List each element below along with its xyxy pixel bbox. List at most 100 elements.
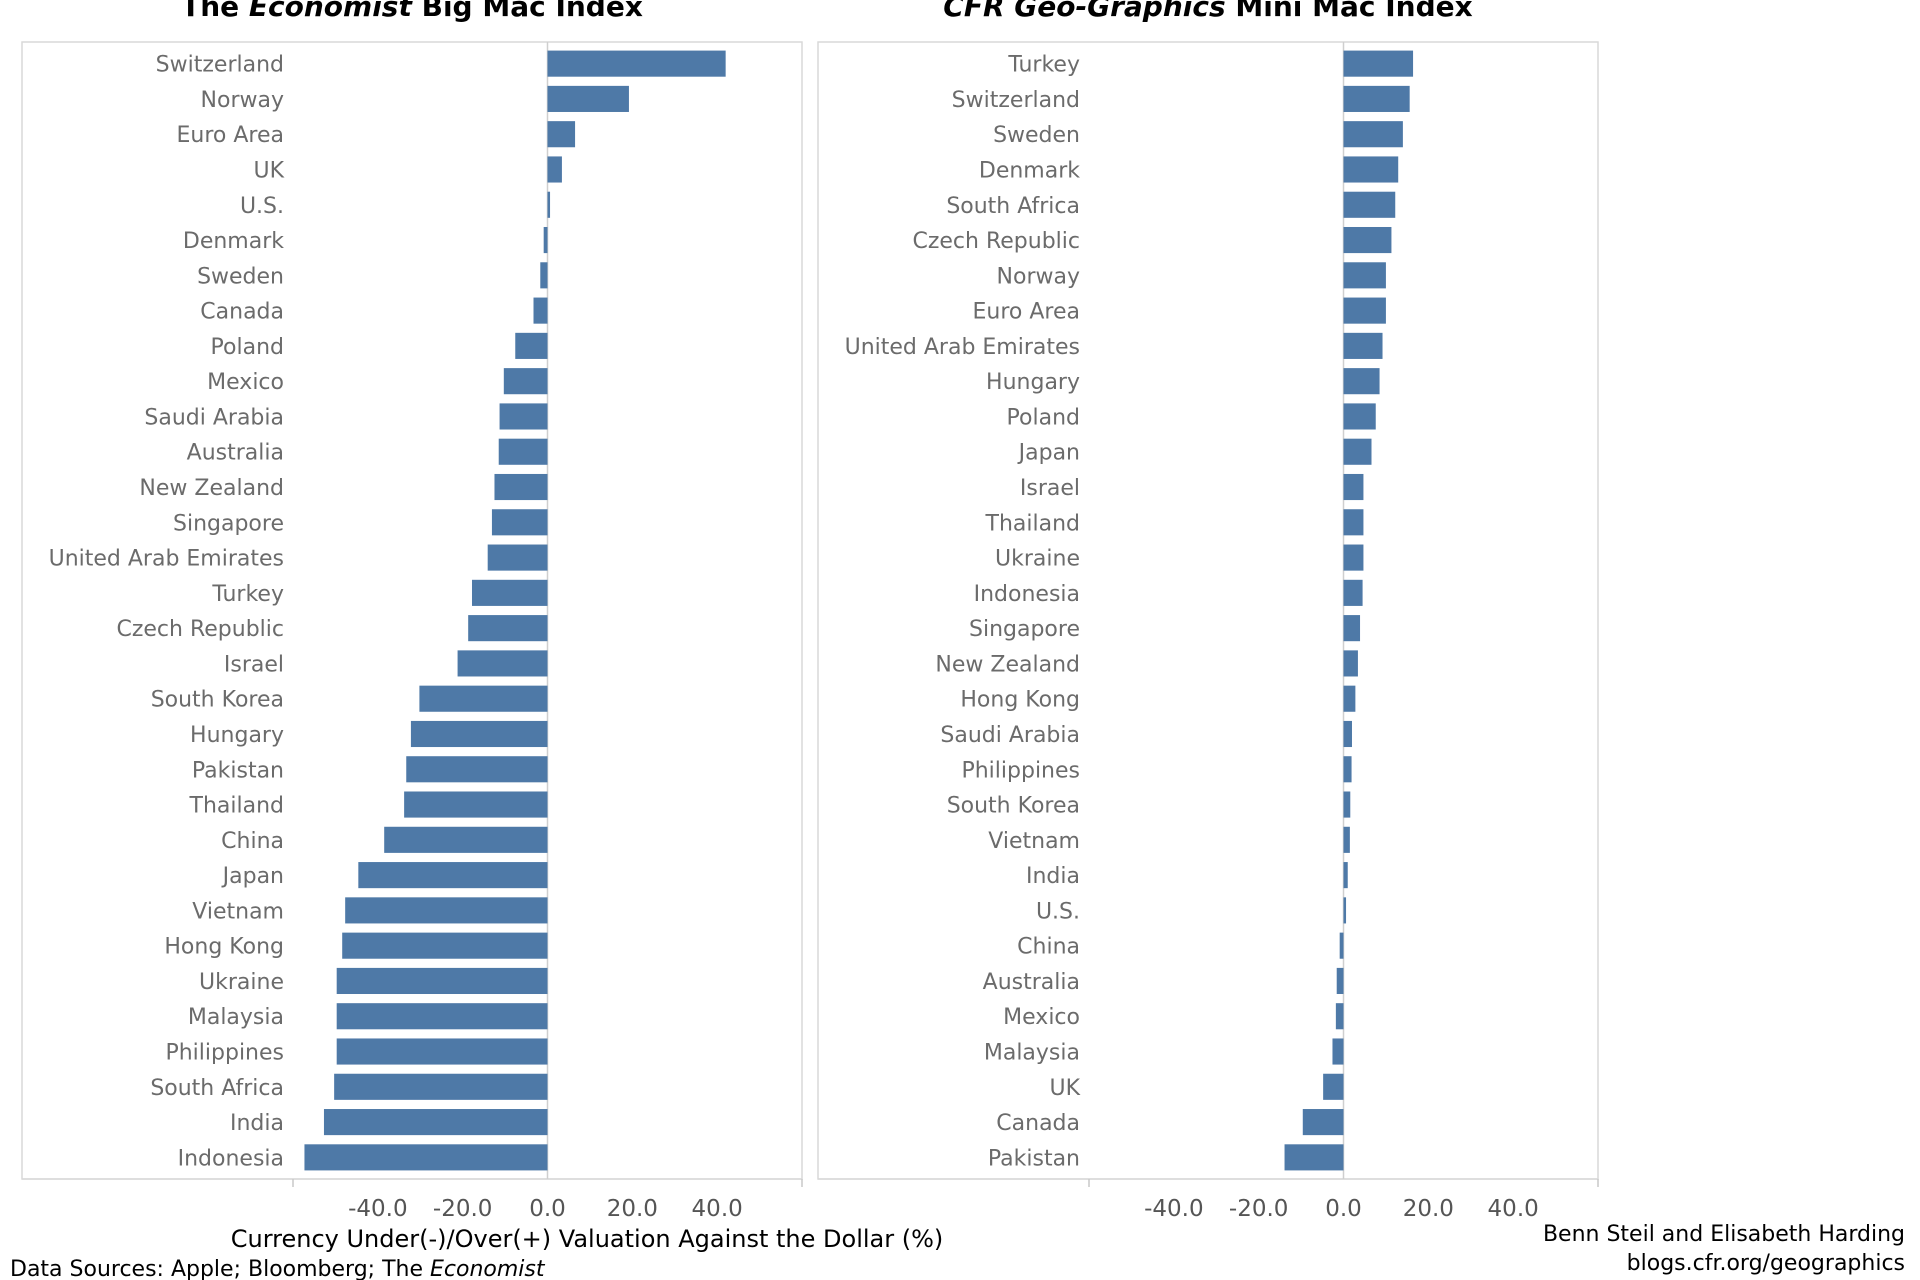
category-label: Denmark — [183, 229, 284, 254]
bar-mexico — [1335, 1003, 1344, 1030]
bar-canada — [1302, 1109, 1344, 1136]
category-label: South Africa — [946, 194, 1080, 219]
author-credit: Benn Steil and Elisabeth Harding — [1543, 1222, 1905, 1247]
category-label: Australia — [983, 970, 1080, 995]
category-label: Israel — [1020, 476, 1080, 501]
category-label: Mexico — [1003, 1005, 1080, 1030]
category-label: Singapore — [173, 511, 284, 536]
bar-poland — [1343, 403, 1376, 430]
category-label: China — [1017, 935, 1080, 960]
bar-u-s — [547, 191, 551, 218]
category-label: China — [221, 829, 284, 854]
category-label: Mexico — [207, 370, 284, 395]
category-label: Denmark — [979, 158, 1080, 183]
bar-new-zealand — [494, 473, 548, 501]
category-label: Poland — [211, 335, 284, 360]
tick-label: -20.0 — [433, 1196, 493, 1222]
tick-label: -40.0 — [1144, 1196, 1204, 1222]
category-label: Canada — [200, 300, 284, 325]
bar-euro-area — [547, 121, 576, 148]
bar-new-zealand — [1343, 650, 1358, 677]
tick-label: 20.0 — [607, 1196, 658, 1222]
bar-mexico — [503, 368, 548, 395]
bar-thailand — [1343, 509, 1364, 536]
bar-turkey — [1343, 50, 1414, 77]
bar-india — [323, 1109, 548, 1136]
panel-big-mac: The Economist Big Mac Index Switzerland N… — [21, 0, 944, 1253]
tick-label: 0.0 — [1325, 1196, 1362, 1222]
bar-philippines — [1343, 756, 1352, 783]
category-label: Indonesia — [178, 1146, 284, 1171]
bar-singapore — [491, 509, 548, 536]
category-label: Poland — [1007, 405, 1080, 430]
bar-israel — [1343, 473, 1364, 501]
category-label: United Arab Emirates — [49, 547, 284, 572]
category-label: Thailand — [189, 794, 284, 819]
category-label: Indonesia — [974, 582, 1080, 607]
bar-pakistan — [1284, 1144, 1344, 1171]
category-label: Ukraine — [995, 547, 1080, 572]
category-label: UK — [253, 158, 284, 183]
bar-denmark — [1343, 156, 1399, 183]
bar-israel — [457, 650, 548, 677]
bar-china — [384, 826, 548, 853]
bar-hong-kong — [342, 932, 548, 959]
category-label: India — [1026, 864, 1080, 889]
category-label: Philippines — [961, 758, 1080, 783]
category-label: Sweden — [993, 123, 1080, 148]
bar-south-africa — [1343, 191, 1396, 218]
bar-sweden — [540, 262, 548, 289]
category-label: Saudi Arabia — [144, 405, 284, 430]
category-label: Malaysia — [188, 1005, 284, 1030]
bar-indonesia — [1343, 579, 1363, 606]
bar-turkey — [471, 579, 548, 606]
bar-saudi-arabia — [499, 403, 548, 430]
tick-label: -20.0 — [1229, 1196, 1289, 1222]
bar-ukraine — [336, 967, 548, 995]
bar-japan — [358, 862, 548, 889]
bar-thailand — [404, 791, 548, 818]
bar-poland — [515, 332, 548, 359]
category-label: Switzerland — [156, 53, 284, 78]
tick-label: 20.0 — [1403, 1196, 1454, 1222]
category-label: Australia — [187, 441, 284, 466]
bar-united-arab-emirates — [487, 544, 548, 571]
category-label: Vietnam — [988, 829, 1080, 854]
bar-norway — [1343, 262, 1386, 289]
category-label: Switzerland — [952, 88, 1080, 113]
bar-canada — [533, 297, 548, 324]
category-label: Ukraine — [199, 970, 284, 995]
category-label: Hungary — [986, 370, 1080, 395]
bar-switzerland — [547, 50, 726, 77]
category-label: Euro Area — [177, 123, 285, 148]
category-label: New Zealand — [935, 652, 1080, 677]
category-label: Saudi Arabia — [940, 723, 1080, 748]
category-label: Vietnam — [192, 899, 284, 924]
category-label: U.S. — [1036, 899, 1080, 924]
panel-mini-mac: CFR Geo-Graphics Mini Mac Index Turkey Sw… — [817, 0, 1599, 1222]
bar-czech-republic — [468, 615, 548, 642]
source-url: blogs.cfr.org/geographics — [1627, 1251, 1905, 1276]
category-label: Philippines — [165, 1041, 284, 1066]
bar-south-korea — [419, 685, 548, 712]
x-axis-title: Currency Under(-)/Over(+) Valuation Agai… — [231, 1225, 944, 1253]
bar-south-africa — [334, 1073, 548, 1100]
bar-pakistan — [406, 756, 548, 783]
category-label: U.S. — [240, 194, 284, 219]
category-label: Malaysia — [984, 1041, 1080, 1066]
bar-saudi-arabia — [1343, 720, 1352, 748]
tick-label: 0.0 — [529, 1196, 566, 1222]
category-label: Czech Republic — [116, 617, 284, 642]
bar-uk — [547, 156, 562, 183]
category-label: Israel — [224, 652, 284, 677]
category-label: Singapore — [969, 617, 1080, 642]
bar-malaysia — [1332, 1038, 1344, 1065]
bar-hungary — [410, 720, 548, 748]
category-label: Turkey — [1007, 53, 1080, 78]
bar-czech-republic — [1343, 226, 1392, 254]
category-label: Euro Area — [973, 300, 1081, 325]
category-label: Hong Kong — [960, 688, 1080, 713]
bar-euro-area — [1343, 297, 1386, 324]
bar-malaysia — [336, 1003, 548, 1030]
